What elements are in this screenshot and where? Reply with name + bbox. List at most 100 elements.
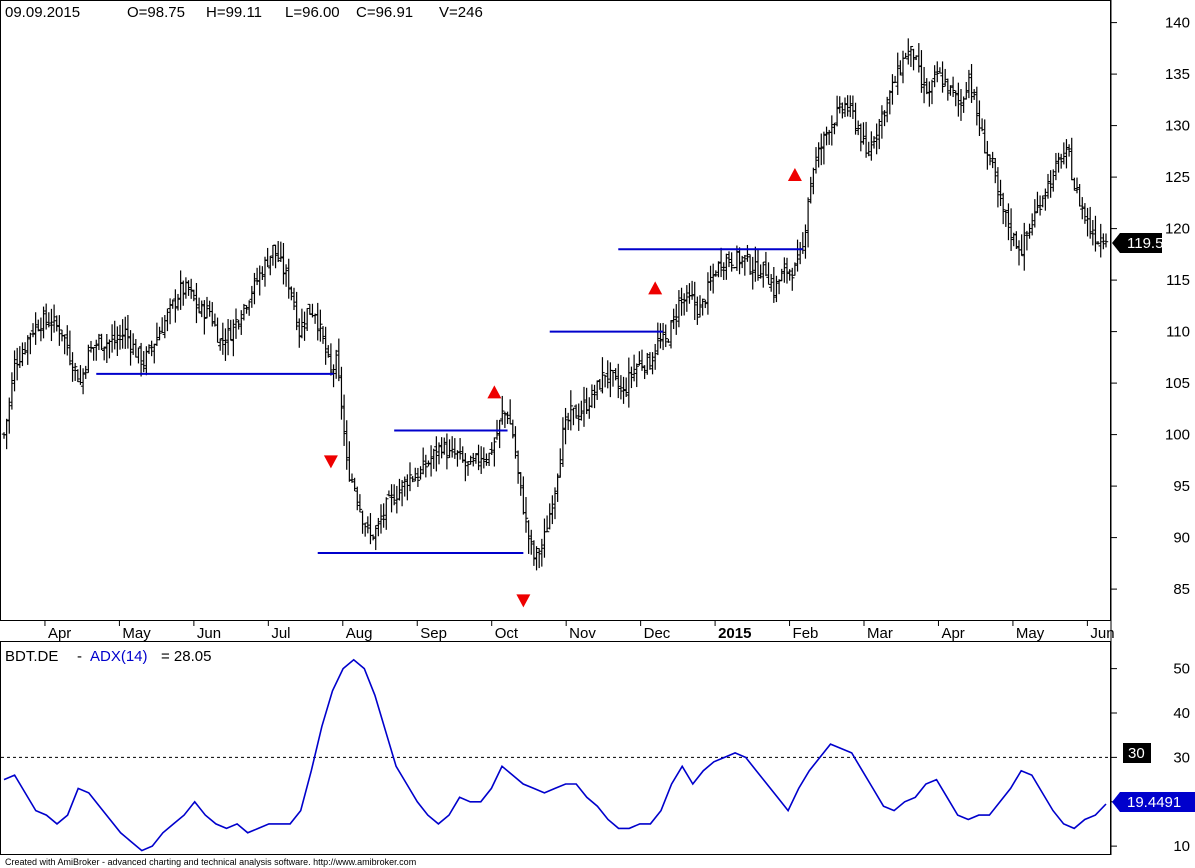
ohlc-bar <box>415 467 421 487</box>
ohlc-bar <box>985 140 990 170</box>
ohlc-bar <box>966 69 972 99</box>
ohlc-bar <box>695 296 700 325</box>
ohlc-bar <box>729 252 734 272</box>
ohlc-bar <box>328 343 334 376</box>
ohlc-bar <box>136 347 141 364</box>
ohlc-bar <box>642 365 647 380</box>
ohlc-bar <box>43 303 49 330</box>
ohlc-bar <box>895 52 900 95</box>
ohlc-bar <box>434 436 439 472</box>
ohlc-bar <box>1072 177 1077 191</box>
ohlc-bar <box>128 330 133 366</box>
ohlc-bar <box>998 179 1003 206</box>
ohlc-bar <box>402 476 407 497</box>
ohlc-bar <box>391 484 397 506</box>
ohlc-bar <box>721 262 726 281</box>
ohlc-bar <box>610 370 616 387</box>
ohlc-bar <box>41 306 46 339</box>
ohlc-bar <box>500 395 505 425</box>
ohlc-bar <box>233 308 239 339</box>
ohlc-bar <box>869 131 874 161</box>
ohlc-bar <box>771 266 777 303</box>
ohlc-bar <box>1011 232 1016 247</box>
ohlc-bar <box>75 369 81 383</box>
x-tick-label: 2015 <box>718 625 751 642</box>
ohlc-bar <box>1040 195 1045 208</box>
ohlc-bar <box>91 346 96 361</box>
ohlc-bar <box>634 363 639 388</box>
ohlc-bar <box>1093 215 1098 252</box>
ohlc-bar <box>51 304 57 333</box>
ohlc-bar <box>950 76 956 98</box>
ohlc-bar <box>120 319 125 349</box>
ohlc-bar <box>1053 152 1059 181</box>
ohlc-bar <box>713 270 719 277</box>
ohlc-bar <box>199 300 204 318</box>
ohlc-bar <box>840 102 845 119</box>
ohlc-bar <box>175 293 181 311</box>
sell-signal-arrow <box>516 594 531 608</box>
ohlc-bar <box>790 267 795 291</box>
ohlc-bar <box>215 317 220 343</box>
ohlc-bar <box>9 372 15 410</box>
x-tick-label: Nov <box>569 625 596 642</box>
ohlc-bar <box>940 61 945 93</box>
ohlc-bar <box>315 302 320 341</box>
ohlc-bar <box>964 81 969 100</box>
ohlc-bar <box>196 297 202 314</box>
ohlc-bar <box>178 270 183 310</box>
ohlc-bar <box>861 122 866 145</box>
price-last-badge-text: 119.55 <box>1127 235 1172 252</box>
ohlc-bar <box>874 123 879 155</box>
ohlc-bar <box>1035 191 1040 214</box>
ohlc-bar <box>971 89 977 100</box>
ohlc-bar <box>842 97 848 118</box>
ohlc-bar <box>312 313 318 324</box>
ohlc-bar <box>819 133 824 166</box>
ohlc-bar <box>72 362 78 381</box>
ohlc-bar <box>268 255 273 276</box>
ohlc-bar <box>265 247 270 268</box>
ohlc-bar <box>241 303 247 321</box>
ohlc-bar <box>655 322 661 356</box>
ohlc-bar <box>726 251 732 268</box>
ohlc-bar <box>766 262 771 285</box>
ohlc-bar <box>154 322 160 346</box>
ohlc-bar <box>381 503 386 528</box>
ohlc-bar <box>170 299 175 309</box>
buy-signal-arrow <box>648 281 663 295</box>
ohlc-bar <box>674 304 679 335</box>
ohlc-bar <box>824 126 829 146</box>
ohlc-bar <box>808 176 813 204</box>
ohlc-bar <box>774 275 779 303</box>
ohlc-bar <box>294 291 299 331</box>
price-y-tick-label: 120 <box>1165 221 1190 238</box>
ohlc-bar <box>692 281 697 321</box>
ohlc-bar <box>1098 223 1103 258</box>
ohlc-bar <box>1029 213 1035 236</box>
ohlc-bar <box>191 289 197 302</box>
ohlc-bar <box>283 264 289 287</box>
ohlc-bar <box>650 352 655 375</box>
ohlc-bar <box>1074 177 1080 194</box>
ohlc-bar <box>220 322 226 355</box>
ohlc-bar <box>80 368 86 395</box>
ohlc-bar <box>386 490 392 497</box>
ohlc-bar <box>78 365 83 385</box>
ohlc-bar <box>299 308 305 339</box>
ohlc-bar <box>716 261 721 278</box>
ohlc-bar <box>497 419 502 449</box>
ohlc-bar <box>1064 139 1069 169</box>
ohlc-bar <box>112 320 117 350</box>
ohlc-bar <box>202 300 207 335</box>
ohlc-bar <box>149 340 154 357</box>
ohlc-bar <box>592 384 597 409</box>
sell-signal-arrow <box>323 455 338 469</box>
ohlc-bar <box>159 317 165 334</box>
ohlc-bar <box>639 349 645 371</box>
ohlc-bar <box>911 48 916 71</box>
ohlc-bar <box>795 239 800 272</box>
ohlc-bar <box>681 293 687 316</box>
ohlc-bar <box>281 242 286 285</box>
ohlc-bar <box>439 437 444 459</box>
